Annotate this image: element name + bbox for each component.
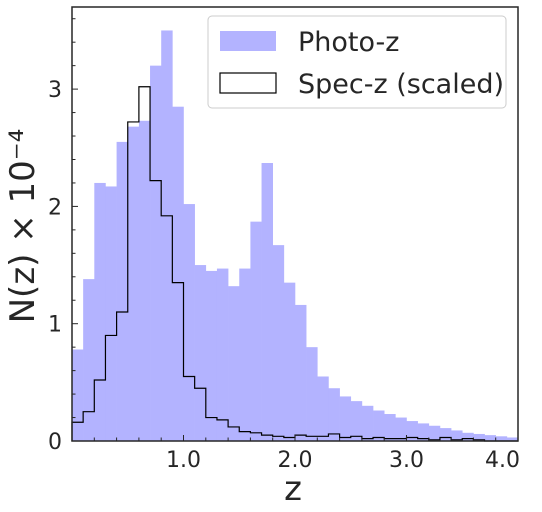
photo-z-bar bbox=[350, 401, 363, 441]
spec-z-step-line bbox=[71, 86, 518, 442]
photo-z-bar bbox=[317, 376, 329, 441]
photo-z-bar bbox=[373, 410, 385, 441]
x-tick-label: 1.0 bbox=[166, 448, 201, 473]
photo-z-bar bbox=[228, 286, 240, 441]
photo-z-bar bbox=[361, 405, 374, 441]
x-tick-label: 4.0 bbox=[485, 448, 520, 473]
photo-z-bar bbox=[339, 396, 352, 441]
photo-z-bar bbox=[94, 182, 106, 441]
photo-z-bar bbox=[138, 120, 151, 441]
legend-label-spec-z: Spec-z (scaled) bbox=[298, 69, 504, 100]
photo-z-bar bbox=[439, 428, 452, 441]
photo-z-bar bbox=[83, 279, 95, 441]
photo-z-bar bbox=[216, 268, 229, 441]
photo-z-bar bbox=[250, 221, 262, 441]
legend-box bbox=[207, 15, 507, 109]
photo-z-bar bbox=[239, 268, 251, 441]
legend-label-photo-z: Photo-z bbox=[298, 27, 399, 58]
photo-z-bar bbox=[406, 421, 418, 441]
photo-z-bar bbox=[172, 106, 184, 442]
photo-z-bar bbox=[462, 432, 474, 441]
photo-z-bar bbox=[194, 265, 207, 441]
photo-z-bar bbox=[495, 436, 508, 441]
photo-z-bar bbox=[205, 270, 218, 441]
legend: Photo-z Spec-z (scaled) bbox=[207, 15, 507, 109]
photo-z-bars bbox=[72, 30, 519, 442]
photo-z-bar bbox=[295, 304, 307, 441]
photo-z-bar bbox=[183, 204, 195, 441]
photo-z-bar bbox=[473, 433, 485, 441]
photo-z-bar bbox=[306, 347, 318, 441]
photo-z-bar bbox=[328, 388, 340, 441]
y-tick-label: 2 bbox=[48, 195, 62, 220]
photo-z-bar bbox=[451, 430, 463, 441]
y-tick-label: 0 bbox=[48, 430, 62, 455]
y-tick-label: 1 bbox=[48, 313, 62, 338]
y-tick-label: 3 bbox=[48, 78, 62, 103]
photo-z-bar bbox=[272, 245, 285, 441]
legend-swatch-photo-z bbox=[220, 31, 276, 51]
photo-z-bar bbox=[484, 435, 496, 441]
y-axis-ticks: 0 1 2 3 bbox=[48, 18, 78, 455]
photo-z-bar bbox=[261, 163, 273, 441]
photo-z-bar bbox=[105, 186, 117, 441]
photo-z-bar bbox=[116, 141, 129, 441]
x-axis-ticks: 1.0 2.0 3.0 4.0 bbox=[71, 435, 520, 473]
x-tick-label: 3.0 bbox=[389, 448, 424, 473]
photo-z-bar bbox=[506, 437, 519, 441]
x-axis-label: z bbox=[284, 469, 302, 509]
photo-z-bar bbox=[417, 423, 430, 441]
y-axis-label: N(z) × 10⁻⁴ bbox=[3, 129, 43, 324]
photo-z-bar bbox=[283, 282, 296, 441]
legend-swatch-spec-z bbox=[219, 72, 277, 94]
photo-z-bar bbox=[150, 65, 162, 441]
photo-z-bar bbox=[161, 30, 173, 441]
photo-z-bar bbox=[428, 425, 441, 441]
photo-z-bar bbox=[384, 414, 396, 441]
x-tick-label: 2.0 bbox=[278, 448, 313, 473]
photo-z-bar bbox=[395, 417, 407, 441]
plot-area bbox=[71, 30, 519, 442]
photo-z-bar bbox=[127, 126, 140, 441]
photo-z-bar bbox=[72, 349, 84, 441]
